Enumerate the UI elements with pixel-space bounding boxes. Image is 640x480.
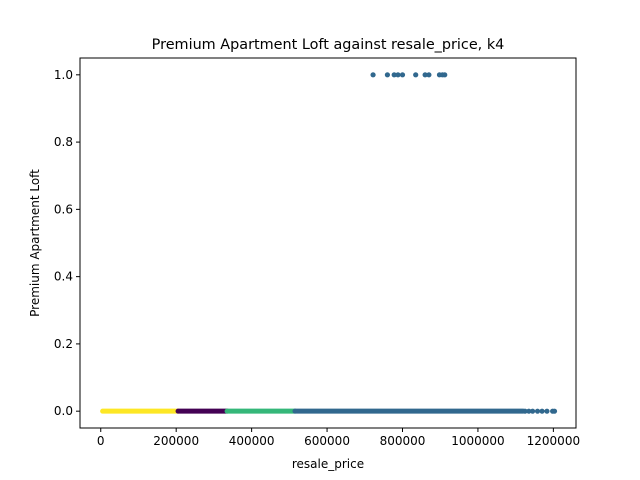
data-point	[370, 72, 376, 78]
data-point	[399, 72, 406, 78]
x-tick-label: 800000	[380, 434, 426, 448]
x-axis-label: resale_price	[292, 457, 364, 471]
chart-title: Premium Apartment Loft against resale_pr…	[152, 37, 505, 53]
data-point	[391, 72, 397, 78]
y-tick-label: 1.0	[54, 68, 73, 82]
data-point	[539, 408, 545, 414]
plot-frame	[79, 57, 577, 429]
data-point	[395, 72, 401, 78]
x-tick-label: 1000000	[451, 434, 504, 448]
x-tick-label: 600000	[304, 434, 350, 448]
x-tick-label: 200000	[153, 434, 199, 448]
y-axis-label: Premium Apartment Loft	[28, 169, 42, 317]
data-point	[551, 408, 558, 414]
y-tick-label: 0.0	[54, 404, 73, 418]
x-tick-label: 400000	[229, 434, 275, 448]
data-point	[534, 408, 541, 414]
x-tick-label: 1200000	[527, 434, 580, 448]
y-tick-label: 0.8	[54, 135, 73, 149]
data-point	[413, 72, 419, 78]
y-tick-label: 0.2	[54, 337, 73, 351]
data-point	[442, 72, 448, 78]
data-point	[522, 408, 528, 414]
y-tick-label: 0.6	[54, 202, 73, 216]
x-tick-label: 0	[97, 434, 105, 448]
y-tick-label: 0.4	[54, 270, 73, 284]
y-axis: 0.0 0.2 0.4 0.6 0.8 1.0	[54, 68, 80, 418]
plot-marks	[100, 72, 558, 414]
x-axis: 0 200000 400000 600000 800000 1000000 1200000	[97, 428, 580, 448]
data-point	[526, 408, 532, 414]
data-point	[384, 72, 391, 78]
data-point	[426, 72, 432, 78]
data-point	[422, 72, 428, 78]
data-point	[530, 408, 536, 414]
data-point	[544, 408, 550, 414]
